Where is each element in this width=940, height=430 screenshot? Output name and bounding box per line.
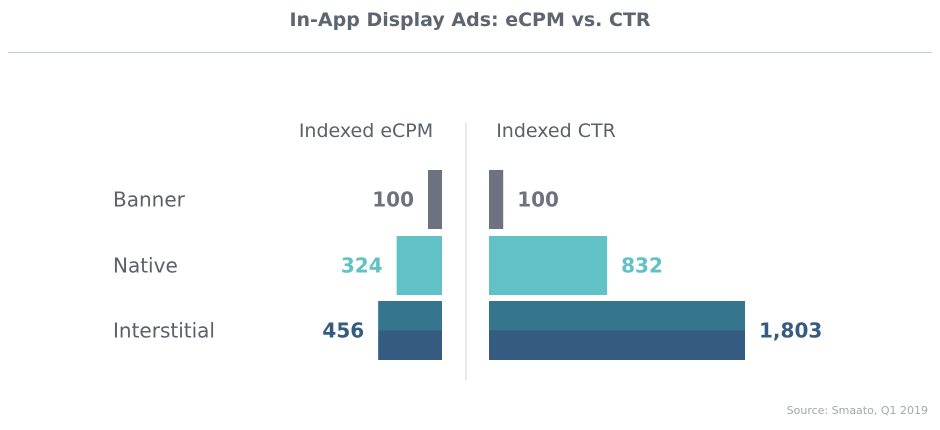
data-label-ecpm-interstitial: 456	[322, 319, 364, 343]
category-label-interstitial: Interstitial	[113, 319, 215, 343]
bar-ctr-banner	[489, 170, 504, 229]
data-label-ctr-native: 832	[621, 254, 663, 278]
data-label-ecpm-native: 324	[341, 254, 383, 278]
bar-ecpm-interstitial-top	[378, 301, 442, 331]
panel-header-ecpm: Indexed eCPM	[299, 120, 433, 142]
title-divider	[8, 52, 932, 53]
chart-title: In-App Display Ads: eCPM vs. CTR	[289, 9, 651, 31]
bar-ecpm-native	[396, 236, 442, 295]
bar-ctr-native	[489, 236, 608, 295]
category-label-banner: Banner	[113, 188, 186, 212]
panel-header-ctr: Indexed CTR	[496, 120, 616, 142]
bar-ecpm-interstitial-bottom	[378, 330, 442, 360]
source-note: Source: Smaato, Q1 2019	[786, 404, 928, 417]
bar-ecpm-banner	[428, 170, 442, 229]
category-label-native: Native	[113, 254, 178, 278]
bar-ctr-interstitial-bottom	[489, 330, 746, 360]
bar-ctr-interstitial-top	[489, 301, 746, 331]
data-label-ecpm-banner: 100	[372, 188, 414, 212]
data-label-ctr-banner: 100	[517, 188, 559, 212]
data-label-ctr-interstitial: 1,803	[759, 319, 822, 343]
